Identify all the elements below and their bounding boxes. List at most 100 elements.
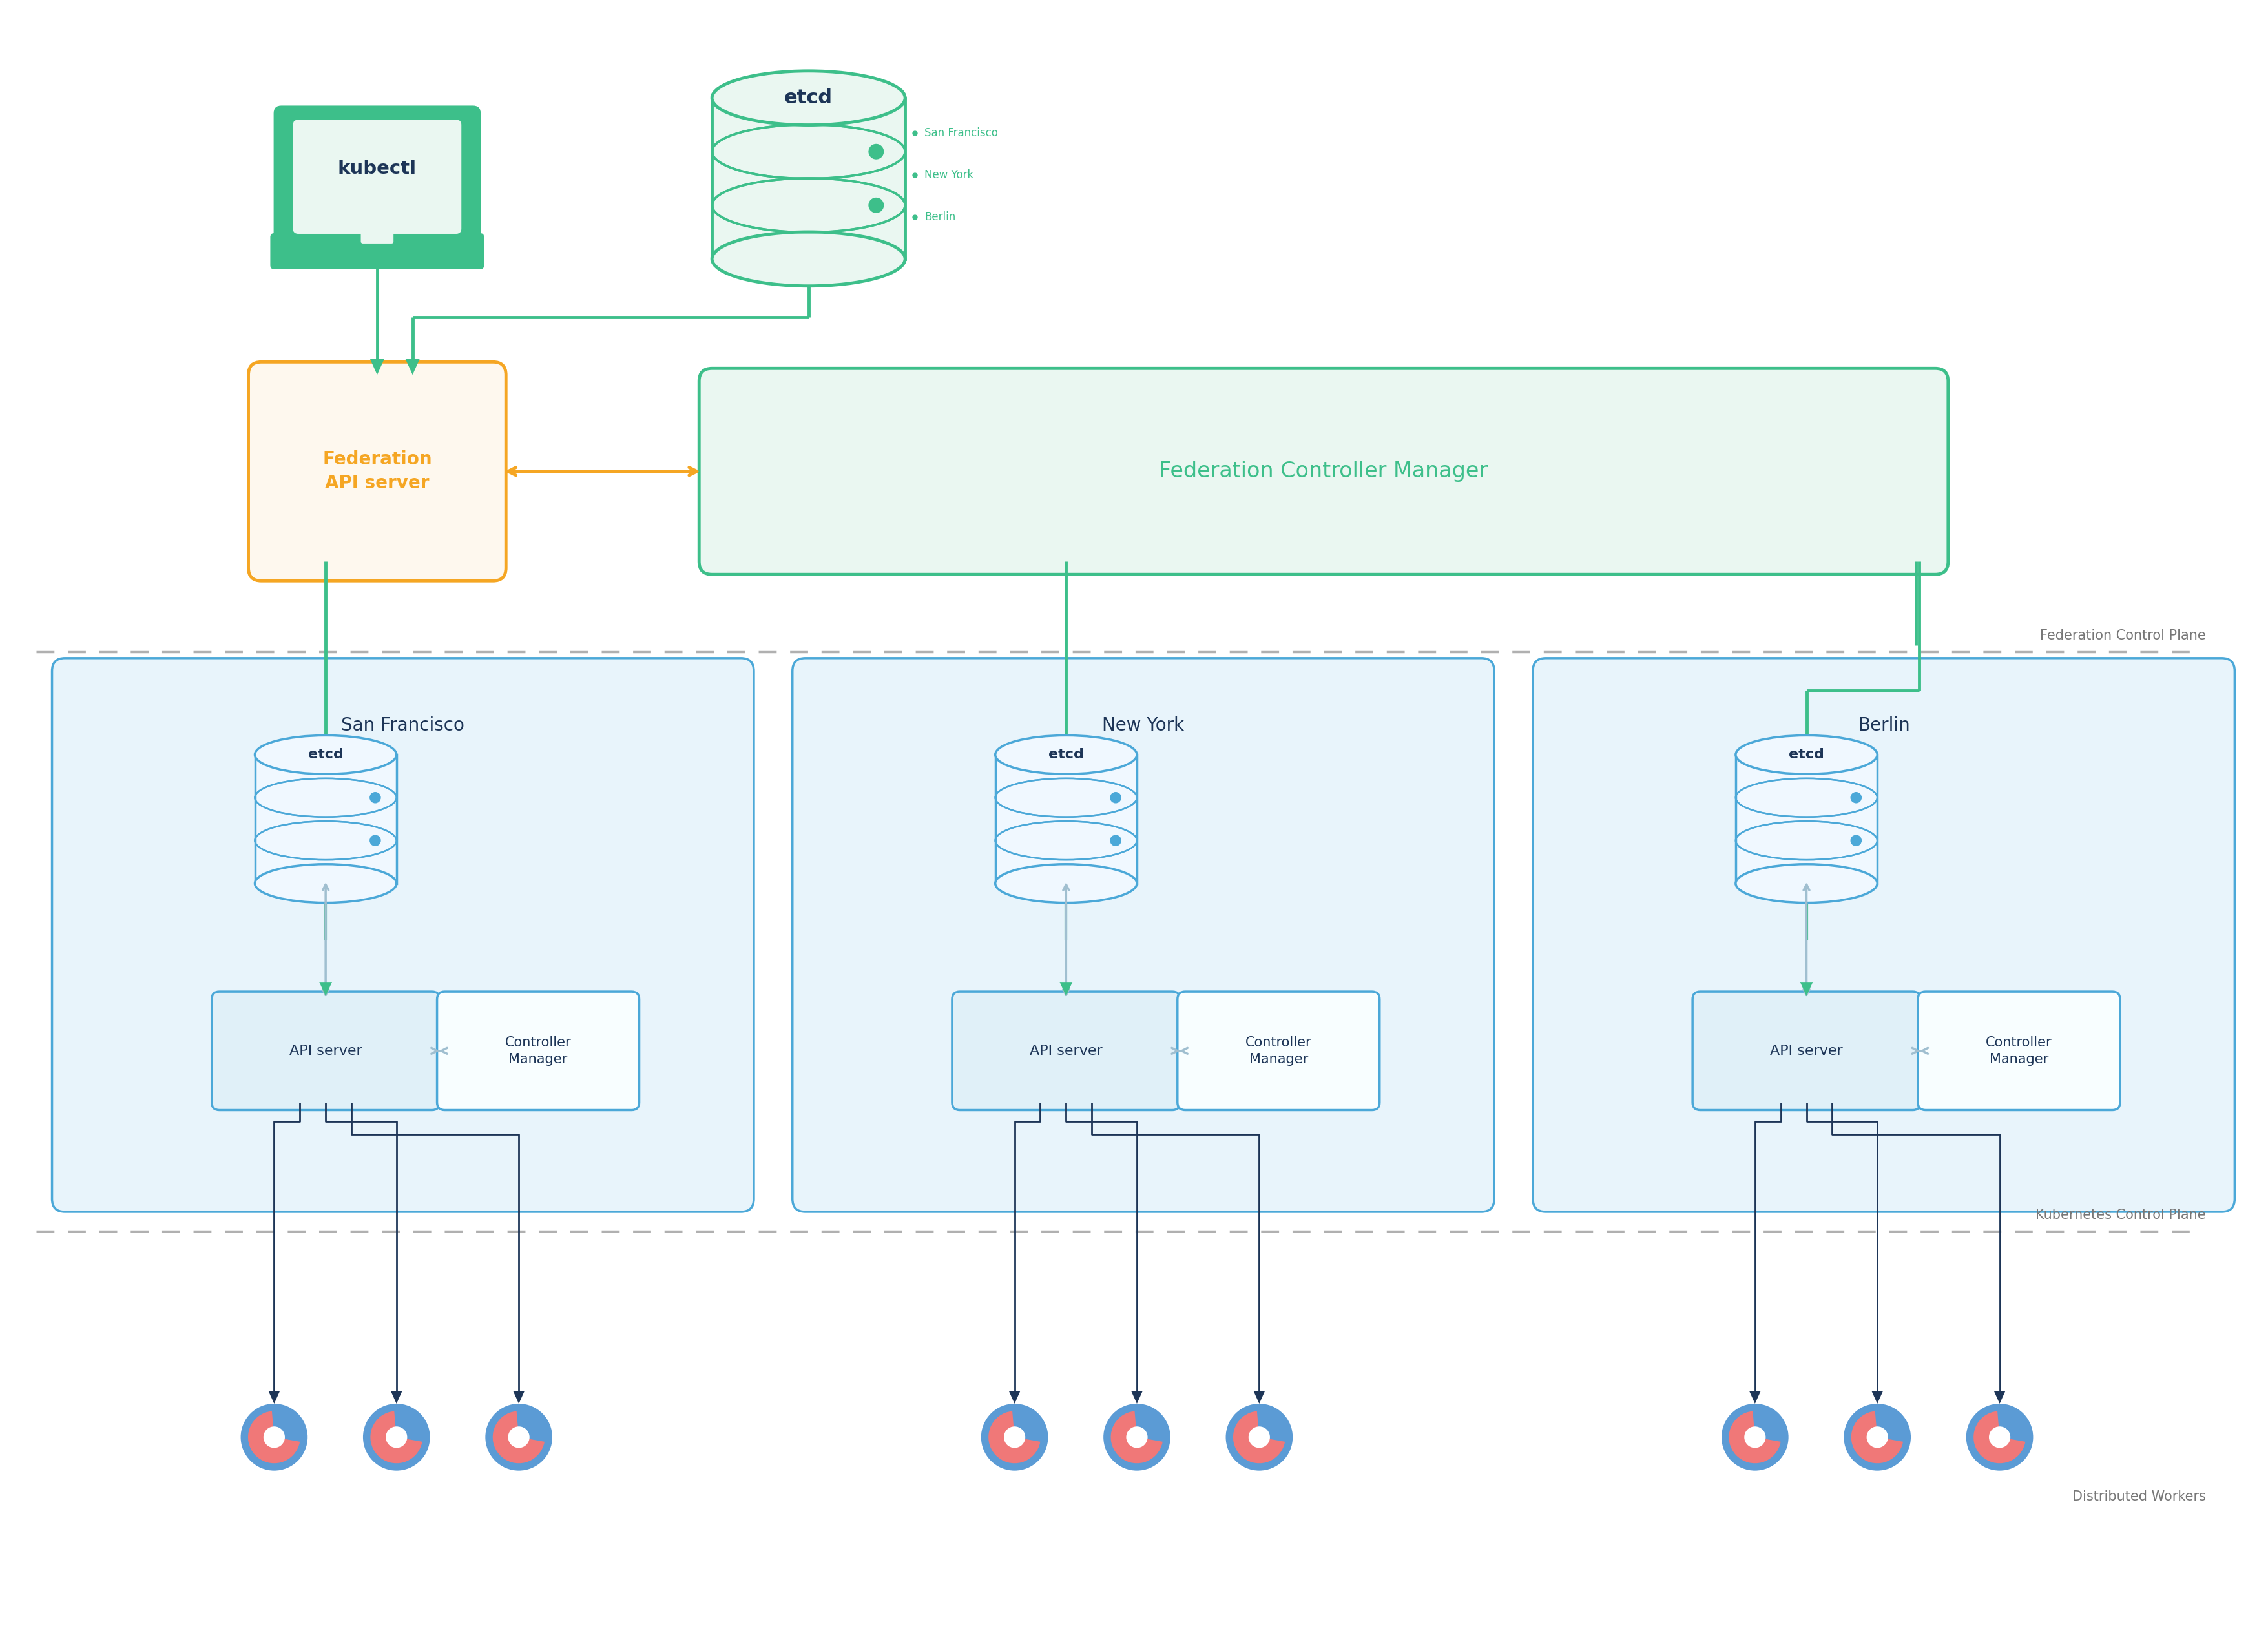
Circle shape: [1867, 1427, 1887, 1448]
Text: San Francisco: San Francisco: [923, 127, 998, 139]
Text: etcd: etcd: [1048, 748, 1084, 761]
Ellipse shape: [712, 232, 905, 286]
Polygon shape: [513, 1391, 524, 1404]
Ellipse shape: [254, 735, 397, 774]
Circle shape: [1844, 1404, 1910, 1471]
Circle shape: [1102, 1404, 1170, 1471]
FancyBboxPatch shape: [293, 119, 460, 234]
FancyBboxPatch shape: [1692, 991, 1921, 1110]
Text: API server: API server: [1030, 1045, 1102, 1057]
Text: Distributed Workers: Distributed Workers: [2071, 1489, 2204, 1502]
FancyBboxPatch shape: [953, 991, 1179, 1110]
Circle shape: [869, 144, 885, 160]
Ellipse shape: [712, 70, 905, 126]
FancyBboxPatch shape: [699, 369, 1948, 575]
Text: etcd: etcd: [1787, 748, 1823, 761]
FancyBboxPatch shape: [270, 234, 483, 269]
Wedge shape: [1851, 1411, 1903, 1463]
Text: New York: New York: [923, 170, 973, 181]
Polygon shape: [1009, 1391, 1021, 1404]
Text: etcd: etcd: [785, 88, 832, 108]
FancyBboxPatch shape: [1177, 991, 1379, 1110]
Circle shape: [1744, 1427, 1765, 1448]
Text: Federation
API server: Federation API server: [322, 451, 431, 492]
Bar: [1735, 754, 1878, 883]
Circle shape: [370, 834, 381, 846]
Wedge shape: [1973, 1411, 2025, 1463]
Circle shape: [1851, 792, 1862, 803]
FancyBboxPatch shape: [792, 658, 1495, 1212]
Polygon shape: [390, 1391, 401, 1404]
FancyBboxPatch shape: [1916, 991, 2118, 1110]
Circle shape: [1225, 1404, 1293, 1471]
Polygon shape: [1059, 738, 1073, 754]
Text: Berlin: Berlin: [1857, 715, 1910, 735]
FancyBboxPatch shape: [438, 991, 640, 1110]
Wedge shape: [989, 1411, 1041, 1463]
Circle shape: [1109, 834, 1120, 846]
Text: Berlin: Berlin: [923, 211, 955, 222]
Circle shape: [370, 792, 381, 803]
Text: API server: API server: [288, 1045, 363, 1057]
Circle shape: [869, 198, 885, 212]
Ellipse shape: [254, 864, 397, 903]
Text: Controller
Manager: Controller Manager: [1984, 1035, 2053, 1066]
Wedge shape: [247, 1411, 299, 1463]
Polygon shape: [1749, 1391, 1760, 1404]
Circle shape: [1109, 792, 1120, 803]
Text: Controller
Manager: Controller Manager: [1245, 1035, 1311, 1066]
Text: API server: API server: [1769, 1045, 1842, 1057]
Polygon shape: [1799, 981, 1812, 996]
Polygon shape: [1132, 1391, 1143, 1404]
Polygon shape: [1994, 1391, 2005, 1404]
Wedge shape: [1728, 1411, 1780, 1463]
Text: New York: New York: [1102, 715, 1184, 735]
Polygon shape: [1871, 1391, 1882, 1404]
Circle shape: [363, 1404, 431, 1471]
Circle shape: [263, 1427, 286, 1448]
Wedge shape: [492, 1411, 544, 1463]
Circle shape: [1125, 1427, 1148, 1448]
FancyBboxPatch shape: [1533, 658, 2234, 1212]
FancyBboxPatch shape: [247, 363, 506, 581]
FancyBboxPatch shape: [274, 106, 481, 248]
Polygon shape: [370, 359, 383, 376]
Ellipse shape: [1735, 735, 1878, 774]
Bar: [254, 754, 397, 883]
Text: San Francisco: San Francisco: [340, 715, 465, 735]
Bar: [712, 98, 905, 260]
FancyBboxPatch shape: [211, 991, 440, 1110]
Circle shape: [1247, 1427, 1270, 1448]
Wedge shape: [370, 1411, 422, 1463]
FancyBboxPatch shape: [361, 219, 392, 243]
Circle shape: [1721, 1404, 1787, 1471]
Polygon shape: [320, 981, 331, 996]
Ellipse shape: [996, 864, 1136, 903]
Wedge shape: [1234, 1411, 1284, 1463]
Circle shape: [1851, 834, 1862, 846]
Polygon shape: [406, 359, 420, 376]
Text: Federation Controller Manager: Federation Controller Manager: [1159, 461, 1488, 482]
Text: Federation Control Plane: Federation Control Plane: [2039, 629, 2204, 642]
Polygon shape: [318, 738, 333, 754]
Circle shape: [386, 1427, 406, 1448]
Ellipse shape: [1735, 864, 1878, 903]
Polygon shape: [1059, 981, 1073, 996]
Polygon shape: [1254, 1391, 1266, 1404]
Circle shape: [485, 1404, 551, 1471]
Circle shape: [1002, 1427, 1025, 1448]
Circle shape: [1966, 1404, 2032, 1471]
Text: Kubernetes Control Plane: Kubernetes Control Plane: [2034, 1208, 2204, 1221]
FancyBboxPatch shape: [52, 658, 753, 1212]
Circle shape: [240, 1404, 308, 1471]
Text: Controller
Manager: Controller Manager: [506, 1035, 572, 1066]
Circle shape: [980, 1404, 1048, 1471]
Text: kubectl: kubectl: [338, 160, 417, 178]
Ellipse shape: [996, 735, 1136, 774]
Wedge shape: [1111, 1411, 1161, 1463]
Circle shape: [508, 1427, 528, 1448]
Text: etcd: etcd: [308, 748, 342, 761]
Polygon shape: [1799, 738, 1812, 754]
Polygon shape: [268, 1391, 279, 1404]
Circle shape: [1989, 1427, 2009, 1448]
